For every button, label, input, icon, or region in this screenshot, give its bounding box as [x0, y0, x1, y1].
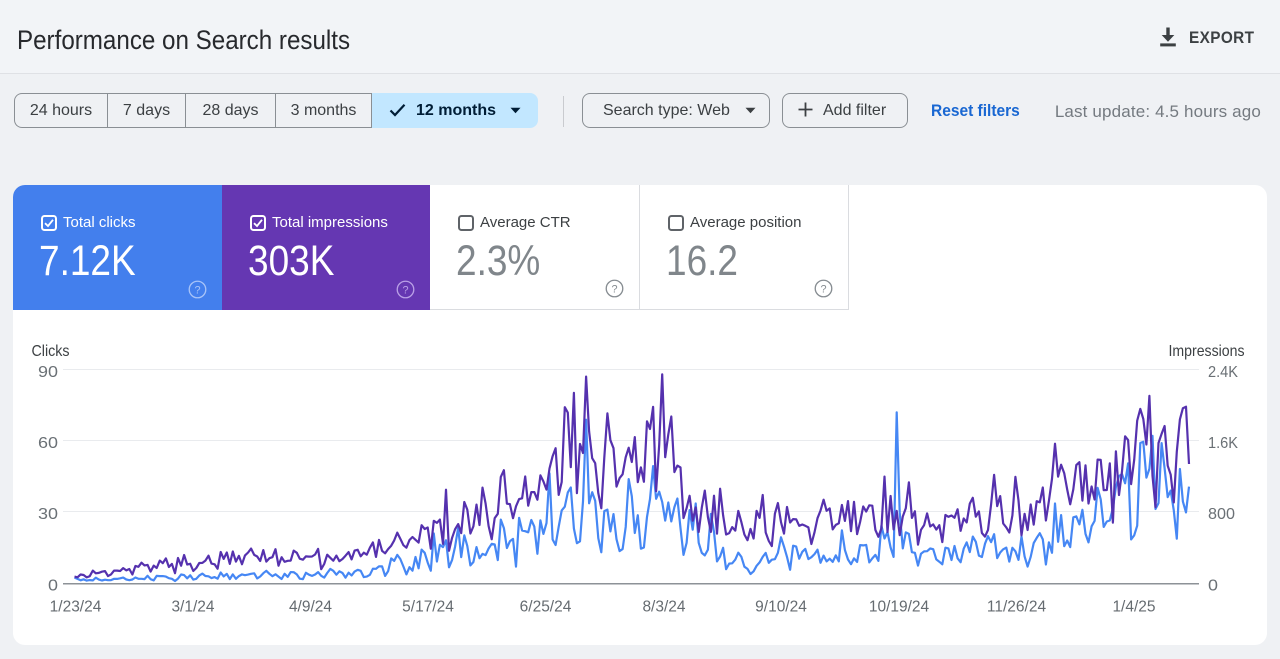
svg-text:2.4K: 2.4K: [1208, 364, 1238, 381]
svg-text:Impressions: Impressions: [1169, 343, 1245, 360]
svg-text:1/4/25: 1/4/25: [1112, 599, 1155, 616]
svg-text:0: 0: [48, 578, 58, 595]
svg-text:1.6K: 1.6K: [1208, 435, 1238, 452]
svg-text:11/26/24: 11/26/24: [987, 599, 1047, 616]
svg-text:?: ?: [611, 283, 617, 295]
svg-text:5/17/24: 5/17/24: [402, 599, 454, 616]
svg-text:?: ?: [820, 283, 826, 295]
svg-text:10/19/24: 10/19/24: [869, 599, 930, 616]
svg-text:9/10/24: 9/10/24: [755, 599, 807, 616]
svg-text:30: 30: [38, 506, 58, 523]
svg-text:800: 800: [1208, 506, 1235, 523]
svg-text:6/25/24: 6/25/24: [520, 599, 572, 616]
svg-text:60: 60: [38, 435, 58, 452]
svg-text:?: ?: [402, 284, 408, 296]
svg-text:3/1/24: 3/1/24: [171, 599, 214, 616]
svg-text:?: ?: [194, 284, 200, 296]
svg-text:4/9/24: 4/9/24: [289, 599, 332, 616]
svg-text:0: 0: [1208, 578, 1218, 595]
svg-text:Clicks: Clicks: [32, 343, 70, 360]
svg-text:90: 90: [38, 364, 58, 381]
svg-text:8/3/24: 8/3/24: [642, 599, 685, 616]
svg-text:1/23/24: 1/23/24: [50, 599, 102, 616]
